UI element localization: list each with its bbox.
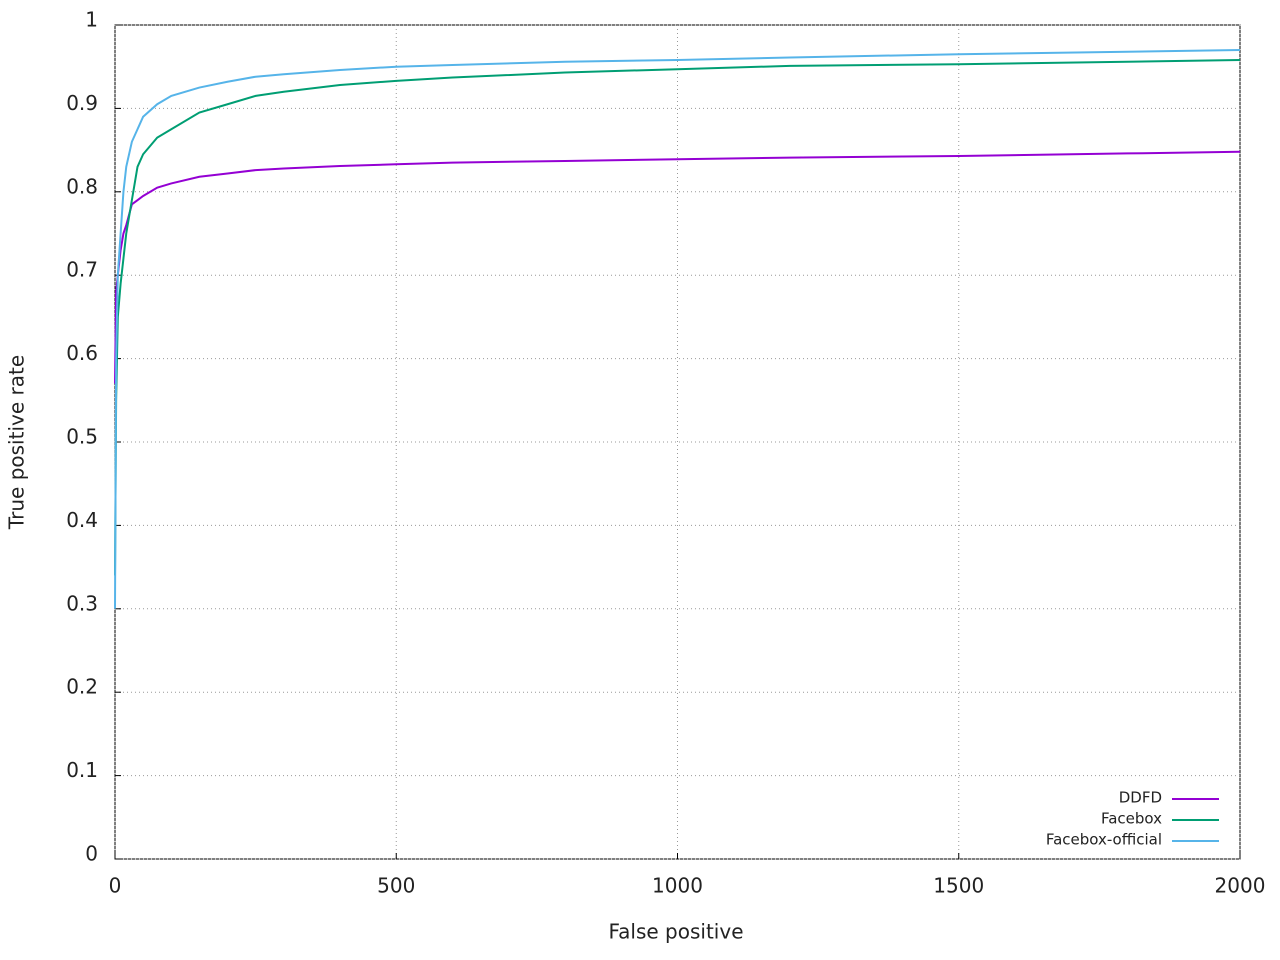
x-tick-label: 0 (109, 874, 122, 898)
legend: DDFD Facebox Facebox-official (1046, 789, 1219, 849)
line-series (114, 150, 1241, 384)
legend-label: Facebox (1101, 810, 1162, 828)
x-tick-label: 1500 (933, 874, 984, 898)
y-tick-label: 0.3 (66, 591, 98, 615)
y-tick-label: 0.8 (66, 174, 98, 198)
y-tick-label: 0.4 (66, 508, 98, 532)
line-series (114, 59, 1241, 576)
x-tick-label: 1000 (652, 874, 703, 898)
y-tick-label: 1 (85, 8, 98, 32)
x-tick-label: 2000 (1215, 874, 1266, 898)
y-tick-label: 0.1 (66, 758, 98, 782)
y-tick-label: 0.7 (66, 258, 98, 282)
legend-label: Facebox-official (1046, 831, 1162, 849)
legend-label: DDFD (1119, 789, 1162, 807)
y-tick-label: 0 (85, 842, 98, 866)
y-axis-label: True positive rate (5, 355, 29, 530)
line-series (114, 49, 1241, 609)
y-tick-label: 0.5 (66, 425, 98, 449)
y-tick-label: 0.6 (66, 341, 98, 365)
y-tick-label: 0.2 (66, 675, 98, 699)
y-tick-label: 0.9 (66, 91, 98, 115)
x-tick-label: 500 (377, 874, 415, 898)
x-axis-label: False positive (608, 920, 743, 944)
